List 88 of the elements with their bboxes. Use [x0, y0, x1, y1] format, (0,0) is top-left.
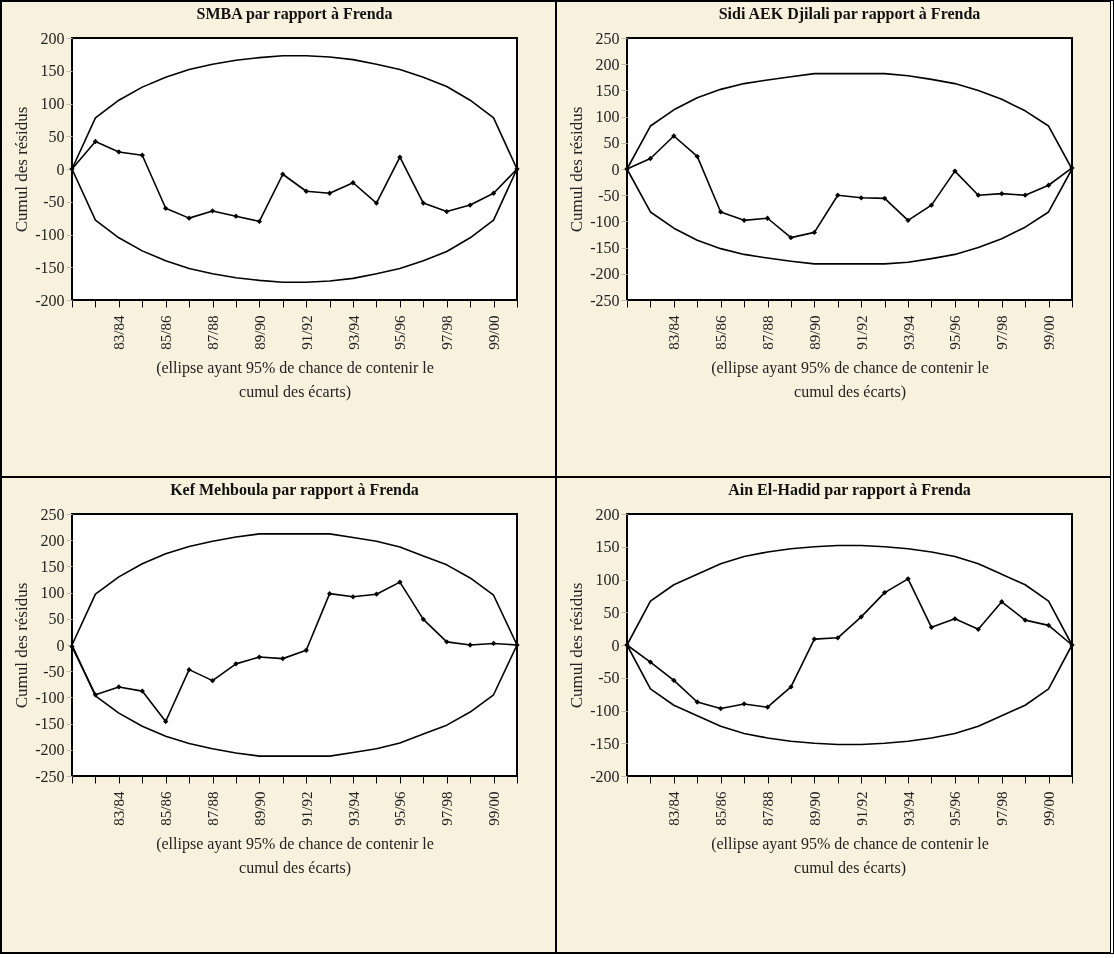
- x-tick-label: 85/86: [158, 315, 175, 350]
- y-axis-title: Cumul des résidus: [12, 582, 32, 709]
- y-tick-label: 250: [40, 505, 65, 523]
- x-tick-label: 89/90: [806, 315, 823, 350]
- y-tick-label: 200: [595, 55, 620, 73]
- x-tick-label: 91/92: [298, 791, 315, 826]
- y-tick-label: -200: [35, 291, 65, 309]
- y-tick-label: 150: [40, 62, 65, 80]
- x-tick-label: 93/94: [345, 791, 362, 826]
- x-tick-label: 93/94: [900, 315, 917, 350]
- x-tick-label: 91/92: [298, 315, 315, 350]
- x-tick-label: 85/86: [713, 791, 730, 826]
- y-tick-label: 0: [611, 160, 620, 178]
- x-tick-label: 83/84: [666, 791, 683, 826]
- x-tick-label: 89/90: [806, 791, 823, 826]
- y-tick-label: 0: [56, 636, 65, 654]
- y-tick-label: 150: [595, 81, 620, 99]
- x-axis-title: (ellipse ayant 95% de chance de contenir le cumul des écarts): [156, 834, 434, 877]
- x-tick-label: 95/96: [947, 315, 964, 350]
- x-tick-label: 95/96: [392, 315, 409, 350]
- x-tick-label: 87/88: [760, 315, 777, 350]
- y-tick-label: -100: [35, 688, 65, 706]
- y-tick-label: -150: [35, 715, 65, 733]
- y-tick-label: -250: [590, 291, 620, 309]
- y-tick-label: 200: [40, 29, 65, 47]
- y-axis-title: Cumul des résidus: [567, 582, 587, 709]
- x-tick-label: 95/96: [392, 791, 409, 826]
- x-tick-label: 91/92: [853, 315, 870, 350]
- y-tick-label: -200: [590, 265, 620, 283]
- x-tick-label: 89/90: [251, 315, 268, 350]
- x-tick-label: 83/84: [111, 315, 128, 350]
- x-tick-label: 97/98: [439, 315, 456, 350]
- y-tick-label: -50: [43, 662, 65, 680]
- y-axis-title: Cumul des résidus: [567, 106, 587, 233]
- x-tick-label: 87/88: [205, 791, 222, 826]
- x-tick-label: 93/94: [345, 315, 362, 350]
- x-tick-label: 99/00: [1041, 315, 1058, 350]
- y-tick-label: -250: [35, 767, 65, 785]
- x-tick-label: 97/98: [994, 791, 1011, 826]
- x-tick-label: 99/00: [486, 791, 503, 826]
- x-tick-label: 87/88: [205, 315, 222, 350]
- y-tick-label: -200: [35, 741, 65, 759]
- y-tick-label: 0: [56, 160, 65, 178]
- chart-title: SMBA par rapport à Frenda: [196, 5, 393, 23]
- y-tick-label: 200: [595, 505, 620, 523]
- y-tick-label: 50: [48, 610, 65, 628]
- x-tick-label: 83/84: [111, 791, 128, 826]
- y-tick-label: -150: [590, 734, 620, 752]
- x-tick-label: 95/96: [947, 791, 964, 826]
- x-tick-label: 97/98: [994, 315, 1011, 350]
- y-tick-label: 100: [40, 95, 65, 112]
- x-tick-label: 91/92: [853, 791, 870, 826]
- y-tick-label: -50: [598, 669, 620, 687]
- x-tick-label: 87/88: [760, 791, 777, 826]
- y-tick-label: -100: [35, 226, 65, 243]
- x-axis-title: (ellipse ayant 95% de chance de contenir le cumul des écarts): [711, 834, 989, 877]
- y-tick-label: -100: [590, 212, 620, 230]
- y-tick-label: 100: [40, 584, 65, 602]
- chart-title: Sidi AEK Djilali par rapport à Frenda: [718, 5, 981, 23]
- y-tick-label: 100: [595, 571, 620, 588]
- x-tick-label: 93/94: [900, 791, 917, 826]
- y-tick-label: 200: [40, 531, 65, 549]
- x-tick-label: 83/84: [666, 315, 683, 350]
- x-axis-title: (ellipse ayant 95% de chance de contenir le cumul des écarts): [711, 358, 989, 401]
- y-tick-label: 0: [611, 636, 620, 654]
- x-tick-label: 85/86: [713, 315, 730, 350]
- x-tick-label: 97/98: [439, 791, 456, 826]
- chart-title: Ain El-Hadid par rapport à Frenda: [728, 481, 971, 499]
- y-tick-label: 50: [603, 134, 620, 152]
- x-tick-label: 99/00: [1041, 791, 1058, 826]
- y-axis-title: Cumul des résidus: [12, 106, 32, 233]
- y-tick-label: 100: [595, 108, 620, 126]
- y-tick-label: 150: [595, 538, 620, 556]
- x-axis-title: (ellipse ayant 95% de chance de contenir le cumul des écarts): [156, 358, 434, 401]
- y-tick-label: 150: [40, 557, 65, 575]
- y-tick-label: 250: [595, 29, 620, 47]
- x-tick-label: 85/86: [158, 791, 175, 826]
- y-tick-label: -150: [35, 258, 65, 276]
- chart-title: Kef Mehboula par rapport à Frenda: [170, 481, 419, 499]
- y-tick-label: 50: [48, 127, 65, 145]
- y-tick-label: -50: [43, 193, 65, 211]
- y-tick-label: -200: [590, 767, 620, 785]
- x-tick-label: 99/00: [486, 315, 503, 350]
- y-tick-label: -150: [590, 239, 620, 257]
- y-tick-label: -100: [590, 702, 620, 719]
- y-tick-label: -50: [598, 186, 620, 204]
- x-tick-label: 89/90: [251, 791, 268, 826]
- y-tick-label: 50: [603, 603, 620, 621]
